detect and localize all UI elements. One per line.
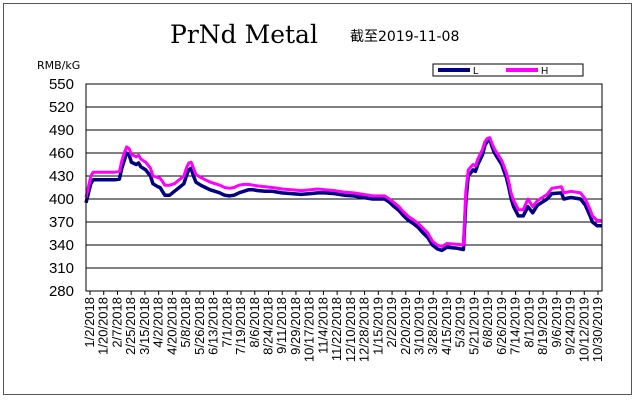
x-tick-label: 11/22/2018 <box>329 297 344 361</box>
x-tick-label: 3/10/2019 <box>412 297 427 355</box>
x-tick-label: 8/1/2019 <box>521 297 536 348</box>
x-tick-label: 4/20/2018 <box>164 297 179 355</box>
legend-label-h: H <box>541 66 548 77</box>
x-tick-label: 5/8/2018 <box>178 297 193 348</box>
x-tick-label: 8/24/2018 <box>260 297 275 355</box>
x-tick-label: 2/2/2019 <box>384 297 399 348</box>
y-tick-label: 430 <box>49 168 74 185</box>
x-tick-label: 8/19/2019 <box>535 297 550 355</box>
y-tick-label: 520 <box>49 99 74 116</box>
x-tick-label: 6/26/2019 <box>494 297 509 355</box>
x-tick-label: 6/13/2018 <box>206 297 221 355</box>
legend: L H <box>432 63 584 77</box>
x-tick-label: 5/21/2019 <box>466 297 481 355</box>
x-tick-label: 8/6/2018 <box>247 297 262 348</box>
x-tick-label: 2/7/2018 <box>109 297 124 348</box>
y-tick-label: 340 <box>49 237 74 254</box>
y-tick-label: 490 <box>49 122 74 139</box>
x-tick-label: 11/4/2018 <box>315 297 330 354</box>
chart-title: PrNd Metal <box>170 20 318 49</box>
y-tick-label: 460 <box>49 145 74 162</box>
x-tick-label: 3/15/2018 <box>137 297 152 355</box>
x-tick-label: 12/10/2018 <box>343 297 358 362</box>
x-tick-label: 3/28/2019 <box>425 297 440 355</box>
x-tick-label: 2/25/2018 <box>123 297 138 355</box>
y-tick-label: 550 <box>49 76 74 93</box>
y-tick-label: 400 <box>49 191 74 208</box>
series-line-h <box>84 136 602 248</box>
series-line-l <box>84 137 602 253</box>
x-tick-label: 12/28/2018 <box>357 297 372 362</box>
x-tick-label: 9/24/2019 <box>563 297 578 355</box>
x-tick-label: 10/17/2018 <box>302 297 317 362</box>
plot-border <box>85 83 603 292</box>
x-tick-label: 4/2/2018 <box>151 297 166 348</box>
y-tick-labels: 280 310 340 370 400 430 460 490 520 550 <box>49 76 74 300</box>
x-tick-label: 9/29/2018 <box>288 297 303 355</box>
x-tick-label: 7/1/2018 <box>219 297 234 348</box>
x-tick-label: 4/15/2019 <box>439 297 454 355</box>
series-lines <box>84 136 602 253</box>
x-tick-label: 5/3/2019 <box>453 297 468 348</box>
y-tick-label: 370 <box>49 214 74 231</box>
plot-area <box>86 84 602 291</box>
chart-subtitle: 截至2019-11-08 <box>350 29 459 45</box>
x-tick-label: 1/15/2019 <box>370 297 385 355</box>
x-tick-label: 10/30/2019 <box>590 297 605 362</box>
legend-label-l: L <box>473 66 479 77</box>
y-axis-label: RMB/kG <box>37 59 80 72</box>
y-tick-label: 280 <box>49 283 74 300</box>
x-tick-labels: 1/2/20181/20/20182/7/20182/25/20183/15/2… <box>82 291 605 362</box>
x-tick-label: 7/14/2019 <box>508 297 523 355</box>
y-tick-label: 310 <box>49 260 74 277</box>
x-tick-label: 9/6/2019 <box>549 297 564 348</box>
x-tick-label: 1/20/2018 <box>96 297 111 355</box>
x-tick-label: 9/11/2018 <box>274 297 289 354</box>
x-tick-label: 1/2/2018 <box>82 297 97 348</box>
x-tick-label: 10/12/2019 <box>576 297 591 362</box>
x-tick-label: 6/8/2019 <box>480 297 495 348</box>
x-tick-label: 7/19/2018 <box>233 297 248 355</box>
x-tick-label: 2/20/2019 <box>398 297 413 355</box>
x-tick-label: 5/26/2018 <box>192 297 207 355</box>
